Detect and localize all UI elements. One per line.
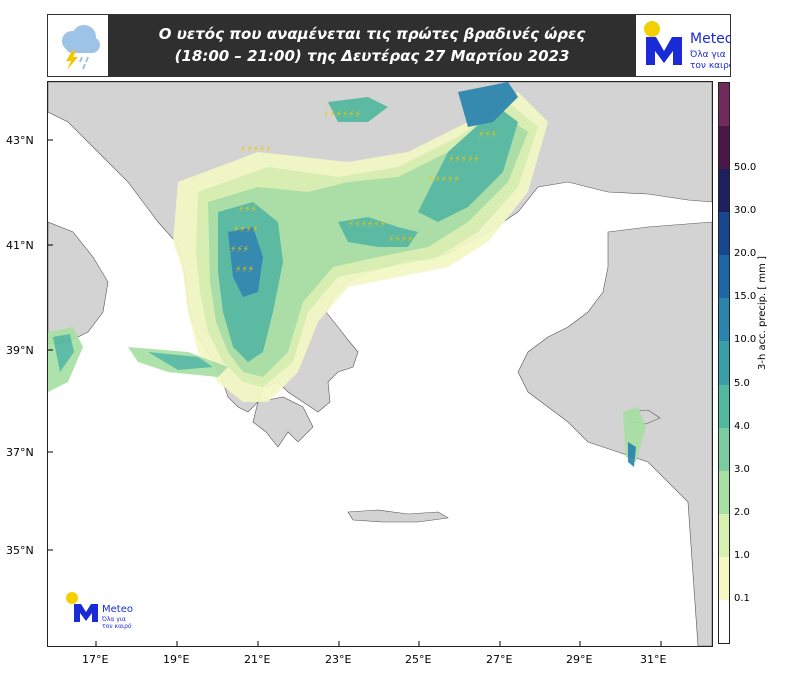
svg-text:⚡⚡⚡⚡: ⚡⚡⚡⚡ — [233, 225, 258, 235]
svg-text:⚡⚡⚡: ⚡⚡⚡ — [230, 245, 249, 255]
colorbar-level-label: 30.0 — [734, 205, 757, 217]
colorbar-level-label: 3.0 — [734, 463, 750, 475]
lightning-markers: ⚡⚡⚡ ⚡⚡⚡⚡ ⚡⚡⚡ ⚡⚡⚡ ⚡⚡⚡⚡⚡ ⚡⚡⚡⚡⚡⚡ ⚡⚡⚡⚡⚡ ⚡⚡⚡⚡… — [230, 110, 497, 275]
crete-land — [347, 509, 449, 523]
meteo-logo-bottom: Meteo Όλα για τον καιρό — [66, 592, 133, 630]
svg-text:⚡⚡⚡⚡: ⚡⚡⚡⚡ — [388, 235, 413, 245]
lon-label-31: 31°E — [640, 653, 667, 666]
meteo-logo-top: Meteo Όλα για τον καιρό — [636, 15, 735, 76]
logo-bottom-tagline-2: τον καιρό — [102, 623, 132, 630]
svg-text:⚡⚡⚡: ⚡⚡⚡ — [238, 205, 257, 215]
logo-bottom-tagline-1: Όλα για — [101, 616, 126, 623]
lat-label-39: 39°N — [6, 344, 34, 357]
logo-brand-text: Meteo — [690, 31, 730, 47]
colorbar-segment — [719, 83, 729, 127]
colorbar-segment — [719, 341, 729, 385]
lon-label-17: 17°E — [82, 653, 109, 666]
lon-label-25: 25°E — [405, 653, 432, 666]
colorbar-segment — [719, 255, 729, 299]
colorbar-segment — [719, 556, 729, 600]
colorbar-axis-label: 3-h acc. precip. [ mm ] — [757, 256, 768, 370]
colorbar-level-label: 15.0 — [734, 291, 757, 303]
colorbar-level-label: 5.0 — [734, 377, 750, 389]
lon-label-21: 21°E — [244, 653, 271, 666]
colorbar-segment — [719, 427, 729, 471]
rain-thunder-cloud-icon — [48, 15, 108, 76]
lat-label-35: 35°N — [6, 544, 34, 557]
colorbar-level-label: 4.0 — [734, 420, 750, 432]
colorbar-level-label: 2.0 — [734, 506, 750, 518]
colorbar-segment — [719, 599, 729, 643]
svg-text:⚡⚡⚡: ⚡⚡⚡ — [478, 130, 497, 140]
colorbar-segment — [719, 384, 729, 428]
title-line-1: Ο υετός που αναμένεται τις πρώτες βραδιν… — [158, 25, 586, 43]
header-banner: Ο υετός που αναμένεται τις πρώτες βραδιν… — [47, 14, 735, 77]
logo-tagline-1: Όλα για — [689, 49, 726, 60]
colorbar-level-label: 1.0 — [734, 549, 750, 561]
colorbar-segment — [719, 212, 729, 256]
colorbar-level-label: 20.0 — [734, 248, 757, 260]
lon-label-19: 19°E — [163, 653, 190, 666]
svg-text:⚡⚡⚡: ⚡⚡⚡ — [235, 265, 254, 275]
map-title: Ο υετός που αναμένεται τις πρώτες βραδιν… — [108, 15, 636, 76]
logo-tagline-2: τον καιρό — [690, 60, 730, 71]
lon-label-27: 27°E — [486, 653, 513, 666]
precipitation-overlay — [48, 82, 646, 467]
lat-label-43: 43°N — [6, 134, 34, 147]
map-canvas: ⚡⚡⚡ ⚡⚡⚡⚡ ⚡⚡⚡ ⚡⚡⚡ ⚡⚡⚡⚡⚡ ⚡⚡⚡⚡⚡⚡ ⚡⚡⚡⚡⚡ ⚡⚡⚡⚡… — [48, 82, 712, 646]
colorbar-segment — [719, 298, 729, 342]
colorbar-level-label: 50.0 — [734, 162, 757, 174]
svg-text:⚡⚡⚡⚡⚡⚡: ⚡⚡⚡⚡⚡⚡ — [323, 110, 361, 120]
lat-label-41: 41°N — [6, 239, 34, 252]
lon-label-29: 29°E — [566, 653, 593, 666]
colorbar-segment — [719, 513, 729, 557]
anatolia-land — [517, 221, 712, 646]
lon-label-23: 23°E — [325, 653, 352, 666]
svg-text:⚡⚡⚡⚡⚡: ⚡⚡⚡⚡⚡ — [240, 145, 272, 155]
precipitation-map: ⚡⚡⚡ ⚡⚡⚡⚡ ⚡⚡⚡ ⚡⚡⚡ ⚡⚡⚡⚡⚡ ⚡⚡⚡⚡⚡⚡ ⚡⚡⚡⚡⚡ ⚡⚡⚡⚡… — [47, 81, 713, 647]
colorbar-level-label: 10.0 — [734, 334, 757, 346]
colorbar-segment — [719, 470, 729, 514]
svg-text:⚡⚡⚡⚡⚡: ⚡⚡⚡⚡⚡ — [448, 155, 480, 165]
colorbar-level-label: 0.1 — [734, 592, 750, 604]
logo-bottom-brand: Meteo — [102, 604, 133, 615]
svg-text:⚡⚡⚡⚡⚡: ⚡⚡⚡⚡⚡ — [428, 175, 460, 185]
peloponnese-land — [252, 396, 314, 448]
precipitation-colorbar — [718, 82, 730, 644]
svg-text:⚡⚡⚡⚡⚡⚡: ⚡⚡⚡⚡⚡⚡ — [348, 220, 386, 230]
colorbar-segment — [719, 169, 729, 213]
lat-label-37: 37°N — [6, 446, 34, 459]
title-line-2: (18:00 – 21:00) της Δευτέρας 27 Μαρτίου … — [174, 47, 570, 65]
colorbar-segment — [719, 126, 729, 170]
